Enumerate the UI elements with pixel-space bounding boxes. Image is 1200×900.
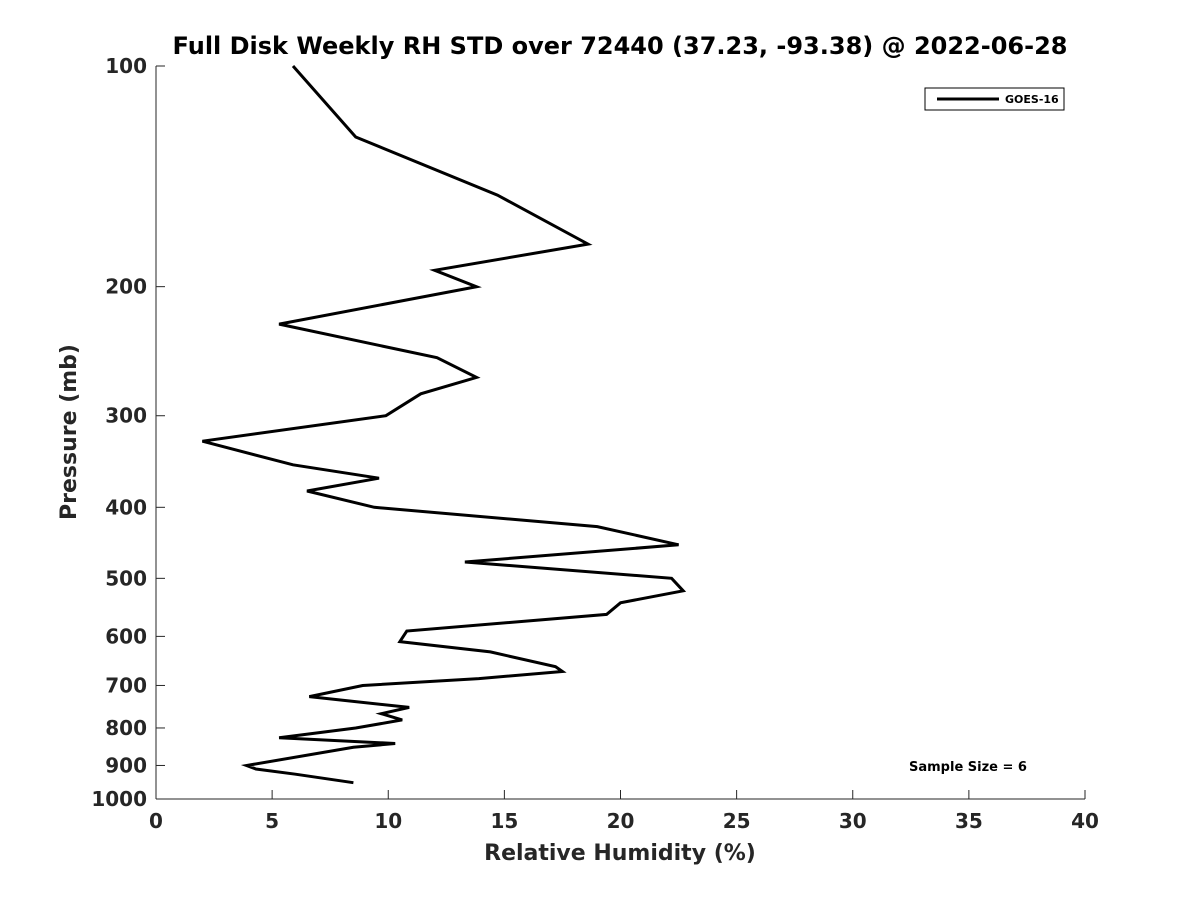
chart-title: Full Disk Weekly RH STD over 72440 (37.2… [173, 32, 1068, 60]
plot-axes [155, 66, 1085, 800]
y-tick-label: 400 [105, 495, 147, 519]
x-tick-label: 15 [490, 809, 518, 833]
x-tick-label: 35 [955, 809, 983, 833]
x-tick-label: 25 [723, 809, 751, 833]
y-axis-ticks: 100 200 300 400 500 600 700 800 900 1000 [91, 54, 165, 811]
legend-label-goes16: GOES-16 [1005, 93, 1059, 106]
x-axis-ticks: 0 5 10 15 20 25 30 35 40 [149, 790, 1099, 833]
x-axis-label: Relative Humidity (%) [484, 841, 756, 866]
y-tick-label: 700 [105, 673, 147, 697]
y-tick-label: 800 [105, 716, 147, 740]
x-tick-label: 30 [839, 809, 867, 833]
y-tick-label: 1000 [91, 787, 147, 811]
legend: GOES-16 [924, 87, 1065, 111]
x-tick-label: 5 [265, 809, 279, 833]
sample-size-annotation: Sample Size = 6 [909, 760, 1027, 775]
y-tick-label: 900 [105, 753, 147, 777]
x-tick-label: 10 [374, 809, 402, 833]
series-line-goes-16 [202, 65, 687, 785]
x-tick-label: 40 [1071, 809, 1099, 833]
y-tick-label: 600 [105, 624, 147, 648]
y-tick-label: 100 [105, 54, 147, 78]
x-tick-label: 0 [149, 809, 163, 833]
y-tick-label: 200 [105, 275, 147, 299]
y-axis-label: Pressure (mb) [57, 344, 82, 520]
y-tick-label: 500 [105, 566, 147, 590]
series-layer [202, 65, 687, 785]
y-tick-label: 300 [105, 404, 147, 428]
x-tick-label: 20 [607, 809, 635, 833]
